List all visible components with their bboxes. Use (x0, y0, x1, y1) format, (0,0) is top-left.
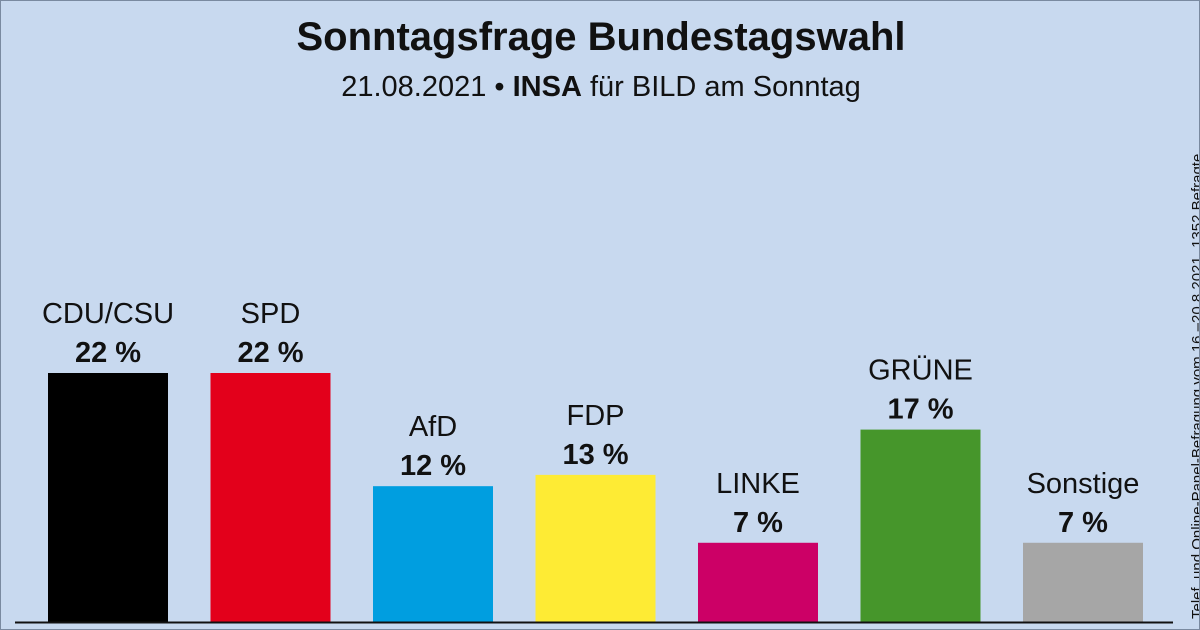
category-label-sonstige: Sonstige (1027, 468, 1140, 500)
category-label-grüne: GRÜNE (868, 355, 973, 387)
category-label-spd: SPD (241, 298, 301, 330)
category-label-linke: LINKE (716, 468, 800, 500)
bar-grüne (860, 429, 981, 622)
value-label-fdp: 13 % (562, 439, 628, 471)
bar-afd (373, 486, 493, 622)
chart-title: Sonntagsfrage Bundestagswahl (296, 15, 906, 59)
value-label-sonstige: 7 % (1058, 507, 1108, 539)
bar-cdu-csu (48, 373, 168, 622)
bar-linke (698, 542, 818, 622)
value-label-grüne: 17 % (887, 394, 953, 426)
value-label-cdu-csu: 22 % (75, 337, 141, 369)
value-label-afd: 12 % (400, 450, 466, 482)
category-label-cdu-csu: CDU/CSU (42, 298, 174, 330)
subtitle-date: 21.08.2021 (341, 71, 487, 103)
subtitle-client: für BILD am Sonntag (589, 71, 861, 103)
category-label-fdp: FDP (567, 400, 625, 432)
chart-subtitle: 21.08.2021 • INSA für BILD am Sonntag (1, 71, 1199, 104)
value-label-linke: 7 % (733, 507, 783, 539)
value-label-spd: 22 % (237, 337, 303, 369)
subtitle-institute: INSA (512, 71, 582, 103)
subtitle-separator: • (494, 71, 505, 103)
bar-spd (210, 373, 331, 622)
bar-sonstige (1023, 542, 1143, 622)
bar-fdp (535, 474, 656, 622)
category-label-afd: AfD (409, 411, 457, 443)
